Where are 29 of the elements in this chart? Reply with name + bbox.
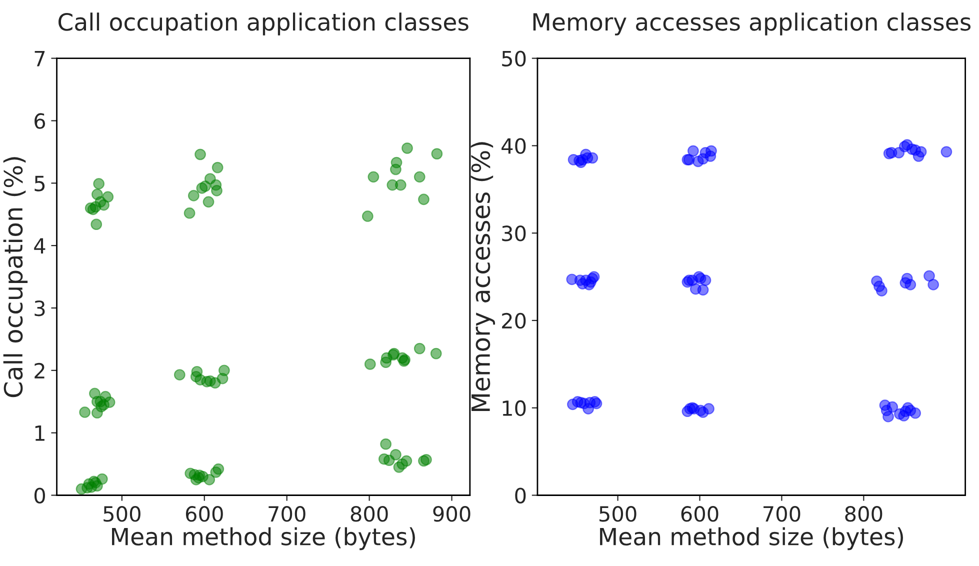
x-tick-label: 900 xyxy=(433,506,470,522)
y-tick-label: 0 xyxy=(34,488,45,504)
y-axis-title: Memory accesses (%) xyxy=(470,142,495,412)
y-tick-label: 6 xyxy=(34,113,46,129)
y-tick-label: 7 xyxy=(34,51,45,66)
y-tick-label: 10 xyxy=(502,400,526,416)
x-tick-label: 800 xyxy=(350,506,388,522)
x-tick-label: 800 xyxy=(845,506,882,522)
y-tick-label: 50 xyxy=(502,50,526,67)
y-tick-label: 2 xyxy=(34,362,44,378)
x-tick-label: 600 xyxy=(186,506,223,522)
y-tick-label: 20 xyxy=(502,312,526,329)
x-axis-title: Mean method size (bytes) xyxy=(112,527,415,550)
x-tick-label: 700 xyxy=(764,506,800,522)
y-tick-label: 0 xyxy=(515,488,526,504)
x-tick-label: 600 xyxy=(681,506,718,522)
y-tick-label: 5 xyxy=(34,176,45,192)
y-axis-title: Call occupation (%) xyxy=(3,157,28,398)
chart-title: Call occupation application classes xyxy=(58,12,468,36)
x-axis-title: Mean method size (bytes) xyxy=(600,527,903,550)
y-tick-label: 30 xyxy=(502,226,526,242)
y-tick-label: 1 xyxy=(35,426,44,441)
x-tick-label: 700 xyxy=(268,506,306,522)
chart-title: Memory accesses application classes xyxy=(533,12,971,36)
y-tick-label: 40 xyxy=(502,138,526,154)
x-tick-label: 500 xyxy=(104,506,140,522)
y-tick-label: 3 xyxy=(34,300,45,316)
y-tick-label: 4 xyxy=(34,238,46,254)
x-tick-label: 500 xyxy=(600,506,636,522)
